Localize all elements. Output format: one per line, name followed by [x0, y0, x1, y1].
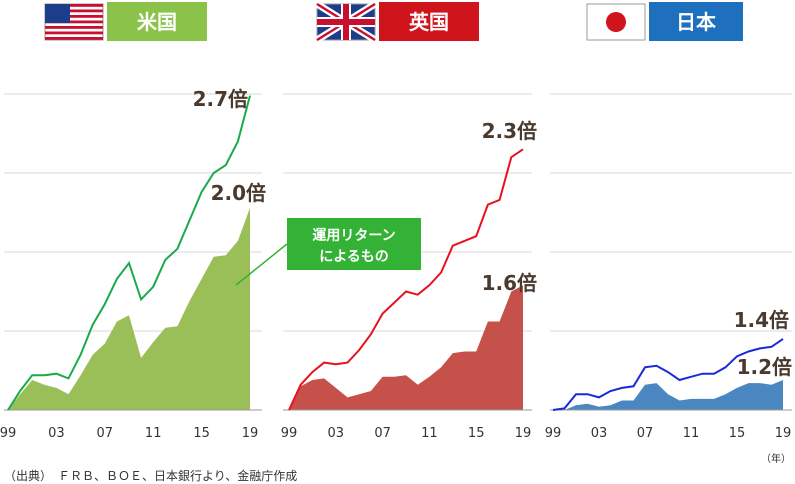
uk-header-label: 英国 [409, 10, 449, 34]
jp-line-end-label: 1.4倍 [734, 308, 789, 332]
year-unit-label: （年） [761, 452, 791, 465]
us-investment-return-area [8, 207, 250, 410]
us-x-tick-label: 11 [145, 426, 162, 441]
us-panel: 99 03 07 11 15 19 2.7倍 2.0倍 [0, 87, 266, 441]
jp-flag-icon [586, 3, 646, 41]
jp-x-tick-label: 07 [637, 426, 654, 441]
us-x-tick-label: 03 [48, 426, 65, 441]
jp-header-label: 日本 [676, 10, 716, 34]
uk-x-tick-label: 11 [421, 426, 438, 441]
us-total-assets-line [7, 95, 251, 411]
jp-investment-return-area [553, 380, 783, 410]
uk-total-assets-line [288, 148, 524, 411]
uk-area-end-label: 1.6倍 [482, 271, 537, 295]
us-area-end-label: 2.0倍 [211, 181, 266, 205]
source-note: （出典） ＦＲＢ、ＢＯＥ、日本銀行より、金融庁作成 [4, 468, 297, 483]
uk-x-tick-label: 99 [281, 426, 298, 441]
uk-x-tick-label: 15 [468, 426, 485, 441]
jp-area-end-label: 1.2倍 [737, 355, 792, 379]
jp-total-assets-line [552, 338, 784, 411]
us-flag-icon [44, 3, 104, 41]
jp-x-tick-label: 03 [591, 426, 608, 441]
annotation-line-2: によるもの [319, 249, 389, 265]
jp-panel: 99 03 07 11 15 19 1.4倍 1.2倍 [545, 93, 792, 441]
us-header: 米国 [107, 2, 207, 41]
us-x-tick-label: 99 [0, 426, 16, 441]
us-header-label: 米国 [137, 10, 177, 34]
uk-flag-icon [315, 1, 377, 43]
uk-x-tick-label: 19 [515, 426, 532, 441]
us-line-end-label: 2.7倍 [193, 87, 248, 111]
jp-x-tick-label: 19 [775, 426, 792, 441]
jp-x-tick-label: 99 [545, 426, 562, 441]
uk-investment-return-area [289, 285, 523, 410]
us-x-tick-label: 15 [193, 426, 210, 441]
annotation-line-1: 運用リターン [312, 228, 395, 244]
uk-x-tick-label: 07 [374, 426, 391, 441]
jp-x-tick-label: 15 [729, 426, 746, 441]
us-x-tick-label: 07 [97, 426, 114, 441]
uk-line-end-label: 2.3倍 [482, 119, 537, 143]
uk-header: 英国 [379, 2, 479, 41]
uk-x-tick-label: 03 [328, 426, 345, 441]
jp-header: 日本 [649, 2, 743, 41]
jp-x-tick-label: 11 [683, 426, 700, 441]
annotation-callout: 運用リターン によるもの [235, 218, 421, 286]
us-x-tick-label: 19 [242, 426, 259, 441]
